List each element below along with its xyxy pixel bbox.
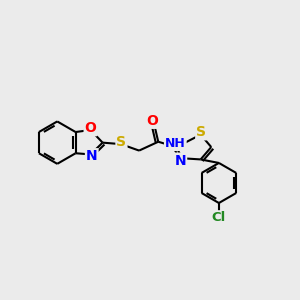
Text: S: S: [116, 135, 126, 149]
Text: N: N: [86, 149, 98, 163]
Text: O: O: [147, 114, 159, 128]
Text: O: O: [85, 121, 97, 135]
Text: NH: NH: [165, 137, 186, 150]
Text: Cl: Cl: [212, 211, 226, 224]
Text: S: S: [196, 125, 206, 139]
Text: N: N: [175, 154, 186, 168]
